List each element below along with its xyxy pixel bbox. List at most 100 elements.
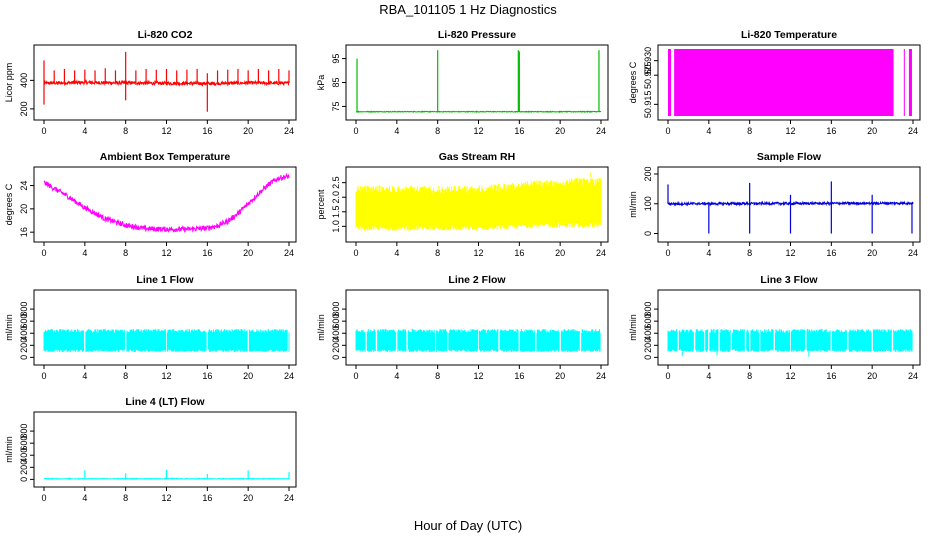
x-tick-label: 0 (41, 371, 46, 381)
data-series (667, 181, 914, 234)
y-axis-label: ml/min (316, 314, 326, 341)
x-tick-label: 4 (82, 371, 87, 381)
data-band-2 (903, 49, 905, 116)
y-axis-label: degrees C (628, 61, 638, 103)
y-tick-label: 85 (331, 77, 341, 87)
x-tick-label: 12 (473, 371, 483, 381)
x-tick-label: 4 (394, 371, 399, 381)
y-axis-label: percent (316, 189, 326, 220)
x-tick-label: 16 (202, 126, 212, 136)
y-tick-label: 200 (643, 166, 653, 181)
chart-title: Line 2 Flow (448, 274, 506, 286)
chart-co2: Li-820 CO2 0 4 8 12 16 20 24 200 400 Licor ppm (4, 29, 297, 136)
data-trace (667, 329, 913, 352)
x-tick-label: 24 (908, 248, 918, 258)
x-tick-label: 8 (123, 126, 128, 136)
x-tick-label: 16 (826, 371, 836, 381)
x-axis-title: Hour of Day (UTC) (413, 518, 523, 533)
x-tick-label: 24 (908, 371, 918, 381)
x-tick-label: 12 (161, 371, 171, 381)
y-tick-label: 0 (19, 355, 29, 360)
x-tick-label: 12 (785, 248, 795, 258)
chart-licor-temp: Li-820 Temperature 0 4 8 12 16 20 24 50.915 50.92… (628, 29, 921, 136)
y-tick-label: 200 (19, 460, 29, 475)
chart-title: Li-820 Temperature (741, 29, 837, 41)
x-tick-label: 16 (826, 248, 836, 258)
x-tick-label: 24 (596, 126, 606, 136)
y-tick-label: 1.5 (331, 206, 341, 219)
y-tick-label: 0 (19, 477, 29, 482)
data-band-1 (674, 49, 894, 116)
y-tick-label: 800 (331, 302, 341, 317)
x-tick-label: 24 (596, 248, 606, 258)
y-tick-label: 16 (19, 227, 29, 237)
chart-title: Li-820 CO2 (138, 29, 193, 41)
y-tick-label: 200 (643, 338, 653, 353)
x-tick-label: 12 (785, 371, 795, 381)
chart-title: Gas Stream RH (439, 151, 515, 163)
chart-sample-flow: Sample Flow 0 4 8 12 16 20 24 0 100 200 ml/min (628, 151, 921, 258)
y-tick-label: 50.930 (643, 47, 653, 75)
y-tick-label: 50.915 (643, 91, 653, 119)
x-tick-label: 0 (41, 493, 46, 503)
y-tick-label: 95 (331, 54, 341, 64)
data-trace (43, 329, 290, 352)
x-tick-label: 12 (785, 126, 795, 136)
x-tick-label: 20 (555, 248, 565, 258)
data-series (356, 50, 602, 114)
data-series (668, 49, 912, 116)
y-tick-label: 600 (643, 314, 653, 329)
chart-rh: Gas Stream RH 0 4 8 12 16 20 24 1.01.5 2.0 2.5 perc… (316, 151, 609, 258)
y-tick-label: 600 (19, 436, 29, 451)
chart-pressure: Li-820 Pressure 0 4 8 12 16 20 24 75 85 95 kPa (316, 29, 609, 136)
x-tick-label: 8 (747, 371, 752, 381)
x-tick-label: 20 (867, 371, 877, 381)
plot-frame (345, 44, 609, 121)
x-tick-label: 12 (161, 248, 171, 258)
y-tick-label: 100 (643, 196, 653, 211)
x-tick-label: 20 (555, 371, 565, 381)
y-tick-label: 800 (643, 302, 653, 317)
chart-box-temp: Ambient Box Temperature 0 4 8 12 16 20 24 16 20 24… (4, 151, 297, 258)
y-axis-label: ml/min (628, 314, 638, 341)
chart-title: Line 3 Flow (760, 274, 818, 286)
x-tick-label: 8 (123, 248, 128, 258)
data-trace (43, 172, 290, 233)
x-tick-label: 24 (284, 493, 294, 503)
y-tick-label: 50.925 (643, 61, 653, 89)
data-series (43, 469, 290, 481)
x-tick-label: 0 (41, 126, 46, 136)
x-tick-label: 0 (665, 126, 670, 136)
plot-frame (33, 289, 297, 366)
x-tick-label: 16 (202, 371, 212, 381)
x-tick-label: 8 (123, 371, 128, 381)
x-tick-label: 24 (284, 371, 294, 381)
data-series (43, 51, 290, 112)
y-tick-label: 200 (19, 101, 29, 116)
x-tick-label: 4 (706, 126, 711, 136)
x-tick-label: 16 (514, 371, 524, 381)
plot-frame (33, 411, 297, 488)
x-tick-label: 16 (202, 248, 212, 258)
data-series (355, 172, 602, 231)
chart-title: Li-820 Pressure (438, 29, 516, 41)
x-tick-label: 8 (123, 493, 128, 503)
y-tick-label: 200 (19, 338, 29, 353)
chart-title: Line 1 Flow (136, 274, 194, 286)
y-axis-label: degrees C (4, 183, 14, 225)
x-tick-label: 8 (435, 371, 440, 381)
x-tick-label: 24 (908, 126, 918, 136)
y-tick-label: 400 (643, 326, 653, 341)
x-tick-label: 20 (243, 248, 253, 258)
y-axis-label: kPa (316, 75, 326, 91)
x-tick-label: 20 (867, 248, 877, 258)
x-tick-label: 24 (284, 126, 294, 136)
chart-title: Line 4 (LT) Flow (125, 396, 205, 408)
plot-frame (657, 44, 921, 121)
plot-frame (657, 166, 921, 243)
x-tick-label: 8 (435, 248, 440, 258)
